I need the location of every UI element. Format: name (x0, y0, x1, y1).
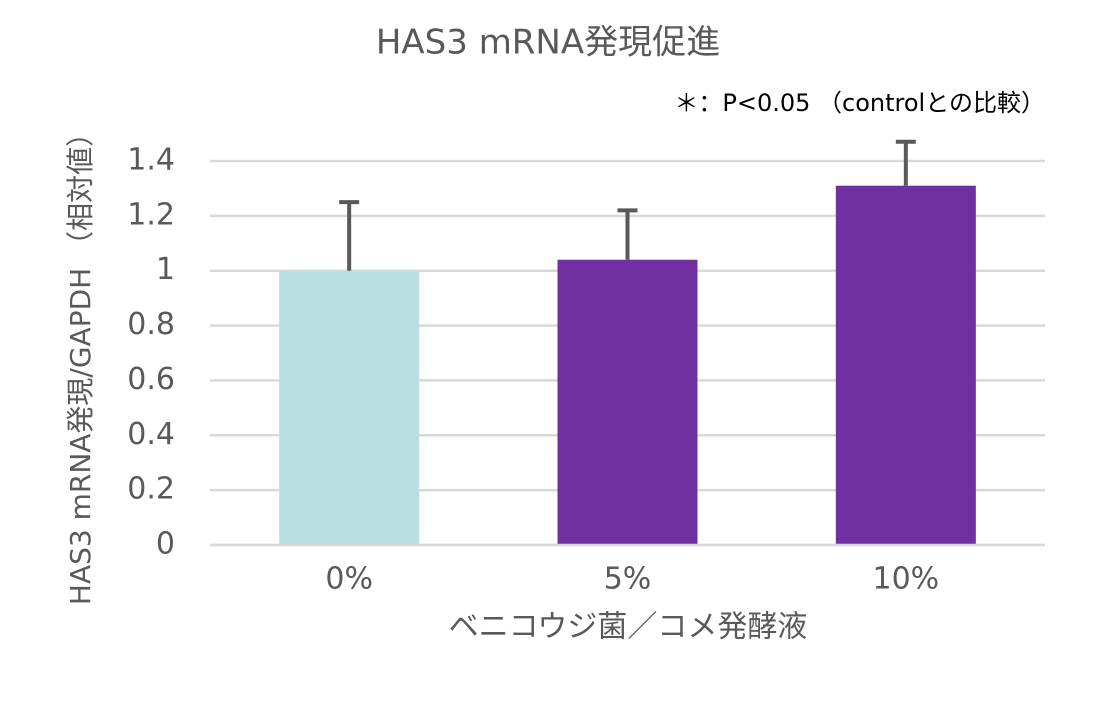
bar (557, 259, 698, 545)
bar (835, 185, 976, 545)
x-tick-label: 10% (872, 562, 939, 597)
y-tick-label: 0.8 (127, 307, 175, 342)
y-axis-label: HAS3 mRNA発現/GAPDH （相対値） (64, 119, 97, 605)
y-tick-label: 0.2 (127, 472, 175, 507)
y-tick-label: 0.6 (127, 362, 175, 397)
y-tick-label: 0 (156, 527, 175, 562)
bar (279, 270, 420, 545)
error-bar (895, 139, 916, 186)
x-axis-label: ベニコウジ菌／コメ発酵液 (449, 610, 808, 645)
annotation: ＊：P<0.05 （controlとの比較） (674, 89, 1045, 117)
y-tick-label: 1.4 (127, 143, 175, 178)
chart-title: HAS3 mRNA発現促進 (376, 23, 720, 63)
y-tick-label: 1 (156, 252, 175, 287)
x-tick-label: 0% (325, 562, 373, 597)
y-tick-label: 0.4 (127, 417, 175, 452)
error-bar (339, 200, 360, 271)
y-tick-label: 1.2 (127, 197, 175, 232)
error-bar (617, 208, 638, 260)
x-tick-label: 5% (604, 562, 652, 597)
